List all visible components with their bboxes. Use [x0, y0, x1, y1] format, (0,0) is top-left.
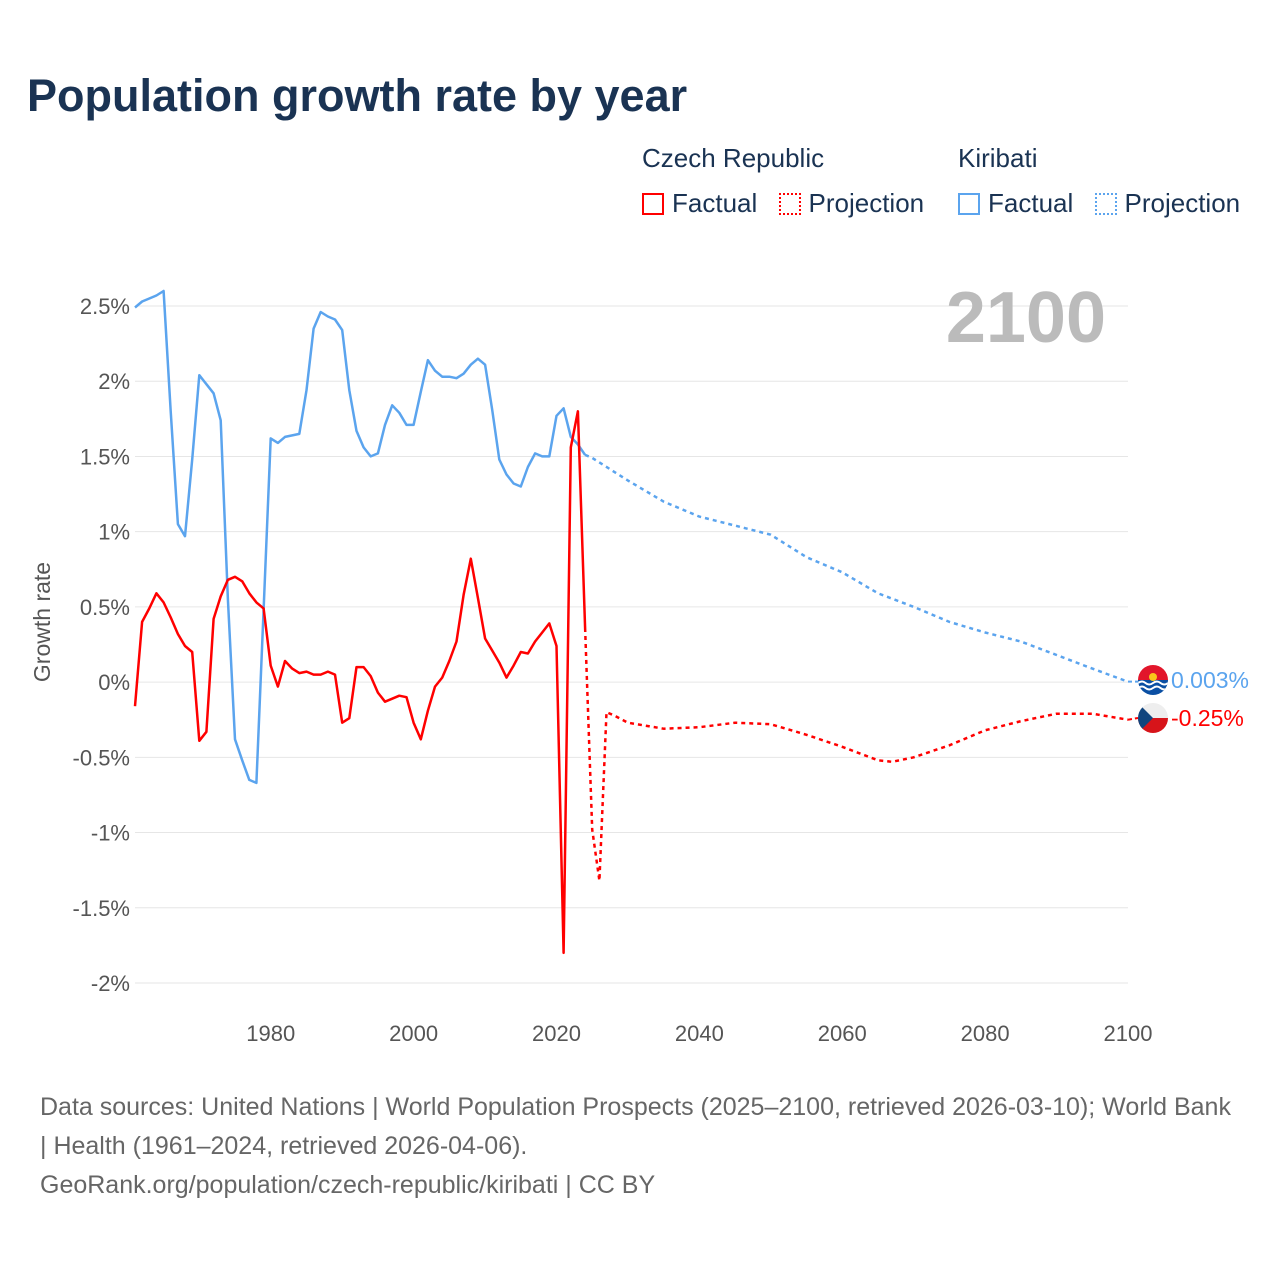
legend-group-name: Kiribati	[958, 143, 1038, 173]
legend-kiribati-projection[interactable]: Projection	[1094, 188, 1241, 219]
year-label: 2100	[946, 278, 1106, 358]
y-tick-label: -1%	[91, 821, 130, 846]
swatch-solid	[642, 192, 664, 215]
page-title: Population growth rate by year	[27, 70, 688, 121]
y-tick-label: 0.5%	[80, 595, 130, 620]
y-tick-label: 2%	[98, 369, 130, 394]
legend-label: Factual	[988, 188, 1074, 218]
source-link[interactable]: GeoRank.org/population/czech-republic/ki…	[40, 1171, 656, 1199]
data-sources: Data sources: United Nations | World Pop…	[40, 1093, 1231, 1160]
x-tick-label: 2040	[675, 1021, 724, 1046]
czech-connector	[1127, 717, 1139, 721]
legend-czech: Czech Republic Factual Projection	[642, 143, 938, 222]
kiribati-end-value: 0.003%	[1171, 667, 1249, 693]
footer: Data sources: United Nations | World Pop…	[40, 1088, 1240, 1205]
legend-kiribati-factual[interactable]: Factual	[958, 188, 1073, 219]
swatch-solid	[958, 192, 980, 215]
czech-republic-projection-line	[583, 627, 1129, 882]
legend-label: Projection	[1124, 188, 1241, 218]
legend-label: Projection	[808, 188, 925, 218]
kiribati-projection-line	[584, 453, 1129, 683]
legend-group-name: Czech Republic	[642, 143, 825, 173]
swatch-dotted	[1094, 192, 1117, 215]
y-tick-label: 1.5%	[80, 444, 130, 469]
x-tick-label: 2000	[389, 1021, 438, 1046]
x-tick-label: 2060	[818, 1021, 867, 1046]
czech-republic-factual-line	[133, 410, 587, 955]
legend-label: Factual	[672, 188, 758, 218]
swatch-dotted	[778, 192, 801, 215]
czech-end-value: -0.25%	[1171, 705, 1244, 731]
legend-czech-factual[interactable]: Factual	[642, 188, 757, 219]
x-tick-label: 2080	[961, 1021, 1010, 1046]
legend-czech-projection[interactable]: Projection	[778, 188, 925, 219]
y-tick-label: -2%	[91, 971, 130, 996]
y-tick-label: -1.5%	[73, 896, 130, 921]
y-axis-label: Growth rate	[29, 562, 55, 682]
kiribati-factual-line	[134, 289, 587, 785]
czech-flag-icon	[1138, 703, 1168, 733]
x-tick-label: 2020	[532, 1021, 581, 1046]
x-tick-label: 2100	[1104, 1021, 1153, 1046]
y-tick-label: 0%	[98, 670, 130, 695]
x-tick-label: 1980	[246, 1021, 295, 1046]
y-tick-label: 2.5%	[80, 294, 130, 319]
y-tick-label: -0.5%	[73, 745, 130, 770]
legend-kiribati: Kiribati Factual Projection	[958, 143, 1240, 222]
y-tick-label: 1%	[98, 520, 130, 545]
kiribati-flag-icon	[1138, 665, 1168, 695]
